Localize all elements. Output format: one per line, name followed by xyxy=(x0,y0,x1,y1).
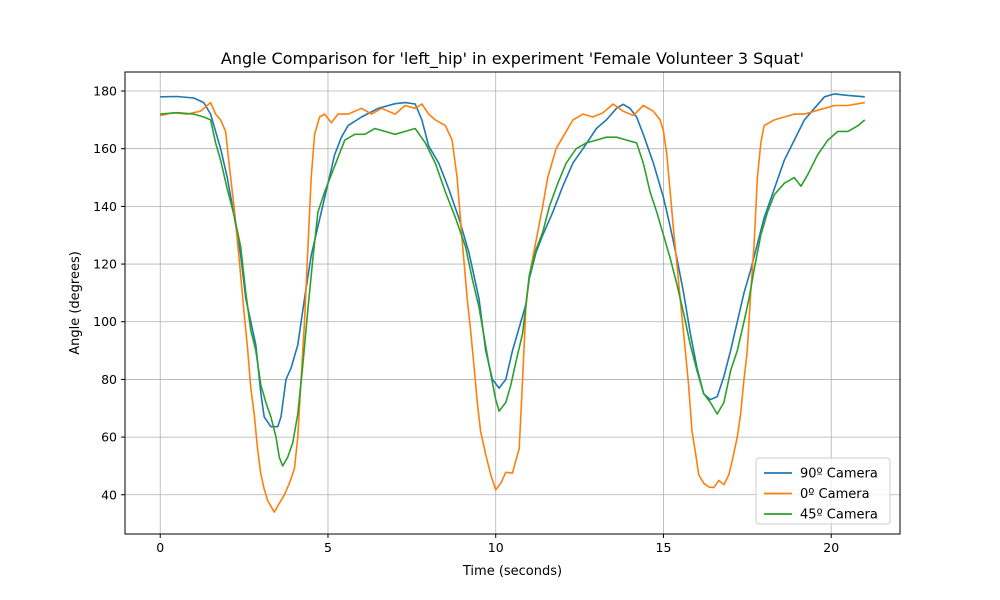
legend-label: 0º Camera xyxy=(800,487,870,502)
x-tick-label: 20 xyxy=(823,540,839,555)
axis-ticks: 0 5 10 15 20 40 60 80 100 120 140 160 180 xyxy=(93,84,839,555)
x-tick-label: 15 xyxy=(656,540,672,555)
y-tick-label: 120 xyxy=(93,257,117,272)
y-tick-label: 60 xyxy=(101,430,117,445)
legend-label: 45º Camera xyxy=(800,508,878,523)
series-lines xyxy=(160,93,866,513)
chart-title: Angle Comparison for 'left_hip' in exper… xyxy=(221,49,804,69)
y-tick-label: 140 xyxy=(93,199,117,214)
y-tick-label: 180 xyxy=(93,84,117,99)
legend: 90º Camera 0º Camera 45º Camera xyxy=(755,457,891,525)
series-line-2 xyxy=(160,111,866,467)
x-tick-label: 10 xyxy=(488,540,504,555)
legend-box xyxy=(755,457,891,525)
x-tick-label: 0 xyxy=(156,540,164,555)
series-line-1 xyxy=(160,101,865,513)
y-axis-label: Angle (degrees) xyxy=(68,251,83,355)
y-tick-label: 80 xyxy=(101,372,117,387)
y-tick-label: 100 xyxy=(93,314,117,329)
y-tick-label: 160 xyxy=(93,141,117,156)
series-line-0 xyxy=(160,93,865,428)
x-axis-label: Time (seconds) xyxy=(462,564,562,579)
x-tick-label: 5 xyxy=(324,540,332,555)
grid-lines xyxy=(125,72,900,534)
y-tick-label: 40 xyxy=(101,487,117,502)
legend-label: 90º Camera xyxy=(800,467,878,482)
plot-frame xyxy=(124,71,901,535)
